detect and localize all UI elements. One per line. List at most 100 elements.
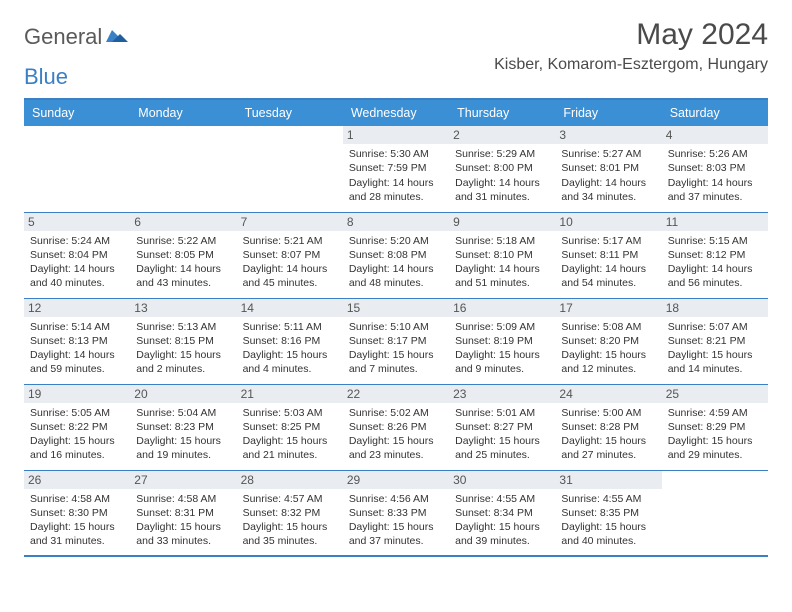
sunrise-line: Sunrise: 5:07 AM xyxy=(668,320,762,334)
sunrise-line: Sunrise: 4:58 AM xyxy=(136,492,230,506)
calendar-day-cell: 27Sunrise: 4:58 AMSunset: 8:31 PMDayligh… xyxy=(130,470,236,556)
calendar-day-cell: 4 Sunrise: 5:26 AMSunset: 8:03 PMDaylight… xyxy=(662,126,768,212)
location: Kisber, Komarom-Esztergom, Hungary xyxy=(494,56,768,74)
daylight-line: Daylight: 15 hours and 21 minutes. xyxy=(243,434,337,462)
day-number: 19 xyxy=(24,385,130,403)
calendar-day-cell: 12Sunrise: 5:14 AMSunset: 8:13 PMDayligh… xyxy=(24,298,130,384)
day-number: 4 xyxy=(662,126,768,144)
sunset-line: Sunset: 8:23 PM xyxy=(136,420,230,434)
sunset-line: Sunset: 8:28 PM xyxy=(561,420,655,434)
calendar-day-cell: 16Sunrise: 5:09 AMSunset: 8:19 PMDayligh… xyxy=(449,298,555,384)
calendar-week-row: 26Sunrise: 4:58 AMSunset: 8:30 PMDayligh… xyxy=(24,470,768,556)
day-number: 5 xyxy=(24,213,130,231)
day-number: 2 xyxy=(449,126,555,144)
sunrise-line: Sunrise: 5:15 AM xyxy=(668,234,762,248)
calendar-empty-cell xyxy=(662,470,768,556)
day-number: 15 xyxy=(343,299,449,317)
calendar-day-cell: 8Sunrise: 5:20 AMSunset: 8:08 PMDaylight… xyxy=(343,212,449,298)
sunset-line: Sunset: 8:10 PM xyxy=(455,248,549,262)
sunset-line: Sunset: 8:01 PM xyxy=(561,161,655,175)
sunrise-line: Sunrise: 5:18 AM xyxy=(455,234,549,248)
sunset-line: Sunset: 8:27 PM xyxy=(455,420,549,434)
day-number: 23 xyxy=(449,385,555,403)
daylight-line: Daylight: 15 hours and 25 minutes. xyxy=(455,434,549,462)
calendar-day-cell: 6Sunrise: 5:22 AMSunset: 8:05 PMDaylight… xyxy=(130,212,236,298)
logo-flag-icon xyxy=(106,26,128,49)
sunset-line: Sunset: 8:13 PM xyxy=(30,334,124,348)
daylight-line: Daylight: 15 hours and 37 minutes. xyxy=(349,520,443,548)
daylight-line: Daylight: 15 hours and 29 minutes. xyxy=(668,434,762,462)
sunrise-line: Sunrise: 5:30 AM xyxy=(349,147,443,161)
sunset-line: Sunset: 8:21 PM xyxy=(668,334,762,348)
daylight-line: Daylight: 15 hours and 23 minutes. xyxy=(349,434,443,462)
day-number: 28 xyxy=(237,471,343,489)
sunrise-line: Sunrise: 4:55 AM xyxy=(455,492,549,506)
calendar-day-cell: 5Sunrise: 5:24 AMSunset: 8:04 PMDaylight… xyxy=(24,212,130,298)
daylight-line: Daylight: 14 hours and 37 minutes. xyxy=(668,176,762,204)
day-number: 30 xyxy=(449,471,555,489)
calendar-body: 1Sunrise: 5:30 AMSunset: 7:59 PMDaylight… xyxy=(24,126,768,556)
sunrise-line: Sunrise: 5:01 AM xyxy=(455,406,549,420)
sunrise-line: Sunrise: 5:21 AM xyxy=(243,234,337,248)
sunset-line: Sunset: 8:17 PM xyxy=(349,334,443,348)
sunset-line: Sunset: 8:31 PM xyxy=(136,506,230,520)
weekday-header: Thursday xyxy=(449,99,555,126)
day-number: 24 xyxy=(555,385,661,403)
sunrise-line: Sunrise: 5:14 AM xyxy=(30,320,124,334)
calendar-empty-cell xyxy=(237,126,343,212)
day-number: 9 xyxy=(449,213,555,231)
sunset-line: Sunset: 8:19 PM xyxy=(455,334,549,348)
day-number: 16 xyxy=(449,299,555,317)
sunrise-line: Sunrise: 5:02 AM xyxy=(349,406,443,420)
sunset-line: Sunset: 8:25 PM xyxy=(243,420,337,434)
sunset-line: Sunset: 8:29 PM xyxy=(668,420,762,434)
sunset-line: Sunset: 8:05 PM xyxy=(136,248,230,262)
calendar-day-cell: 1Sunrise: 5:30 AMSunset: 7:59 PMDaylight… xyxy=(343,126,449,212)
daylight-line: Daylight: 15 hours and 7 minutes. xyxy=(349,348,443,376)
daylight-line: Daylight: 15 hours and 12 minutes. xyxy=(561,348,655,376)
calendar-day-cell: 30Sunrise: 4:55 AMSunset: 8:34 PMDayligh… xyxy=(449,470,555,556)
sunrise-line: Sunrise: 5:24 AM xyxy=(30,234,124,248)
title-block: May 2024 Kisber, Komarom-Esztergom, Hung… xyxy=(494,18,768,74)
calendar-table: SundayMondayTuesdayWednesdayThursdayFrid… xyxy=(24,98,768,557)
day-number: 11 xyxy=(662,213,768,231)
sunrise-line: Sunrise: 4:58 AM xyxy=(30,492,124,506)
sunrise-line: Sunrise: 5:10 AM xyxy=(349,320,443,334)
sunset-line: Sunset: 8:07 PM xyxy=(243,248,337,262)
sunrise-line: Sunrise: 5:26 AM xyxy=(668,147,762,161)
daylight-line: Daylight: 15 hours and 14 minutes. xyxy=(668,348,762,376)
sunset-line: Sunset: 8:15 PM xyxy=(136,334,230,348)
daylight-line: Daylight: 14 hours and 31 minutes. xyxy=(455,176,549,204)
daylight-line: Daylight: 15 hours and 39 minutes. xyxy=(455,520,549,548)
sunrise-line: Sunrise: 5:00 AM xyxy=(561,406,655,420)
day-number: 18 xyxy=(662,299,768,317)
logo: General xyxy=(24,18,130,50)
calendar-day-cell: 3Sunrise: 5:27 AMSunset: 8:01 PMDaylight… xyxy=(555,126,661,212)
calendar-day-cell: 21Sunrise: 5:03 AMSunset: 8:25 PMDayligh… xyxy=(237,384,343,470)
logo-text-general: General xyxy=(24,24,102,50)
daylight-line: Daylight: 14 hours and 54 minutes. xyxy=(561,262,655,290)
day-number: 10 xyxy=(555,213,661,231)
calendar-day-cell: 2Sunrise: 5:29 AMSunset: 8:00 PMDaylight… xyxy=(449,126,555,212)
day-number: 17 xyxy=(555,299,661,317)
weekday-header: Sunday xyxy=(24,99,130,126)
calendar-day-cell: 10Sunrise: 5:17 AMSunset: 8:11 PMDayligh… xyxy=(555,212,661,298)
day-number: 29 xyxy=(343,471,449,489)
calendar-day-cell: 19Sunrise: 5:05 AMSunset: 8:22 PMDayligh… xyxy=(24,384,130,470)
daylight-line: Daylight: 14 hours and 34 minutes. xyxy=(561,176,655,204)
sunset-line: Sunset: 8:30 PM xyxy=(30,506,124,520)
calendar-day-cell: 20Sunrise: 5:04 AMSunset: 8:23 PMDayligh… xyxy=(130,384,236,470)
calendar-week-row: 1Sunrise: 5:30 AMSunset: 7:59 PMDaylight… xyxy=(24,126,768,212)
daylight-line: Daylight: 15 hours and 35 minutes. xyxy=(243,520,337,548)
sunset-line: Sunset: 8:03 PM xyxy=(668,161,762,175)
calendar-empty-cell xyxy=(130,126,236,212)
calendar-day-cell: 26Sunrise: 4:58 AMSunset: 8:30 PMDayligh… xyxy=(24,470,130,556)
sunset-line: Sunset: 8:12 PM xyxy=(668,248,762,262)
calendar-day-cell: 28Sunrise: 4:57 AMSunset: 8:32 PMDayligh… xyxy=(237,470,343,556)
sunset-line: Sunset: 8:00 PM xyxy=(455,161,549,175)
daylight-line: Daylight: 15 hours and 4 minutes. xyxy=(243,348,337,376)
daylight-line: Daylight: 15 hours and 40 minutes. xyxy=(561,520,655,548)
sunset-line: Sunset: 8:35 PM xyxy=(561,506,655,520)
daylight-line: Daylight: 15 hours and 2 minutes. xyxy=(136,348,230,376)
weekday-header: Friday xyxy=(555,99,661,126)
